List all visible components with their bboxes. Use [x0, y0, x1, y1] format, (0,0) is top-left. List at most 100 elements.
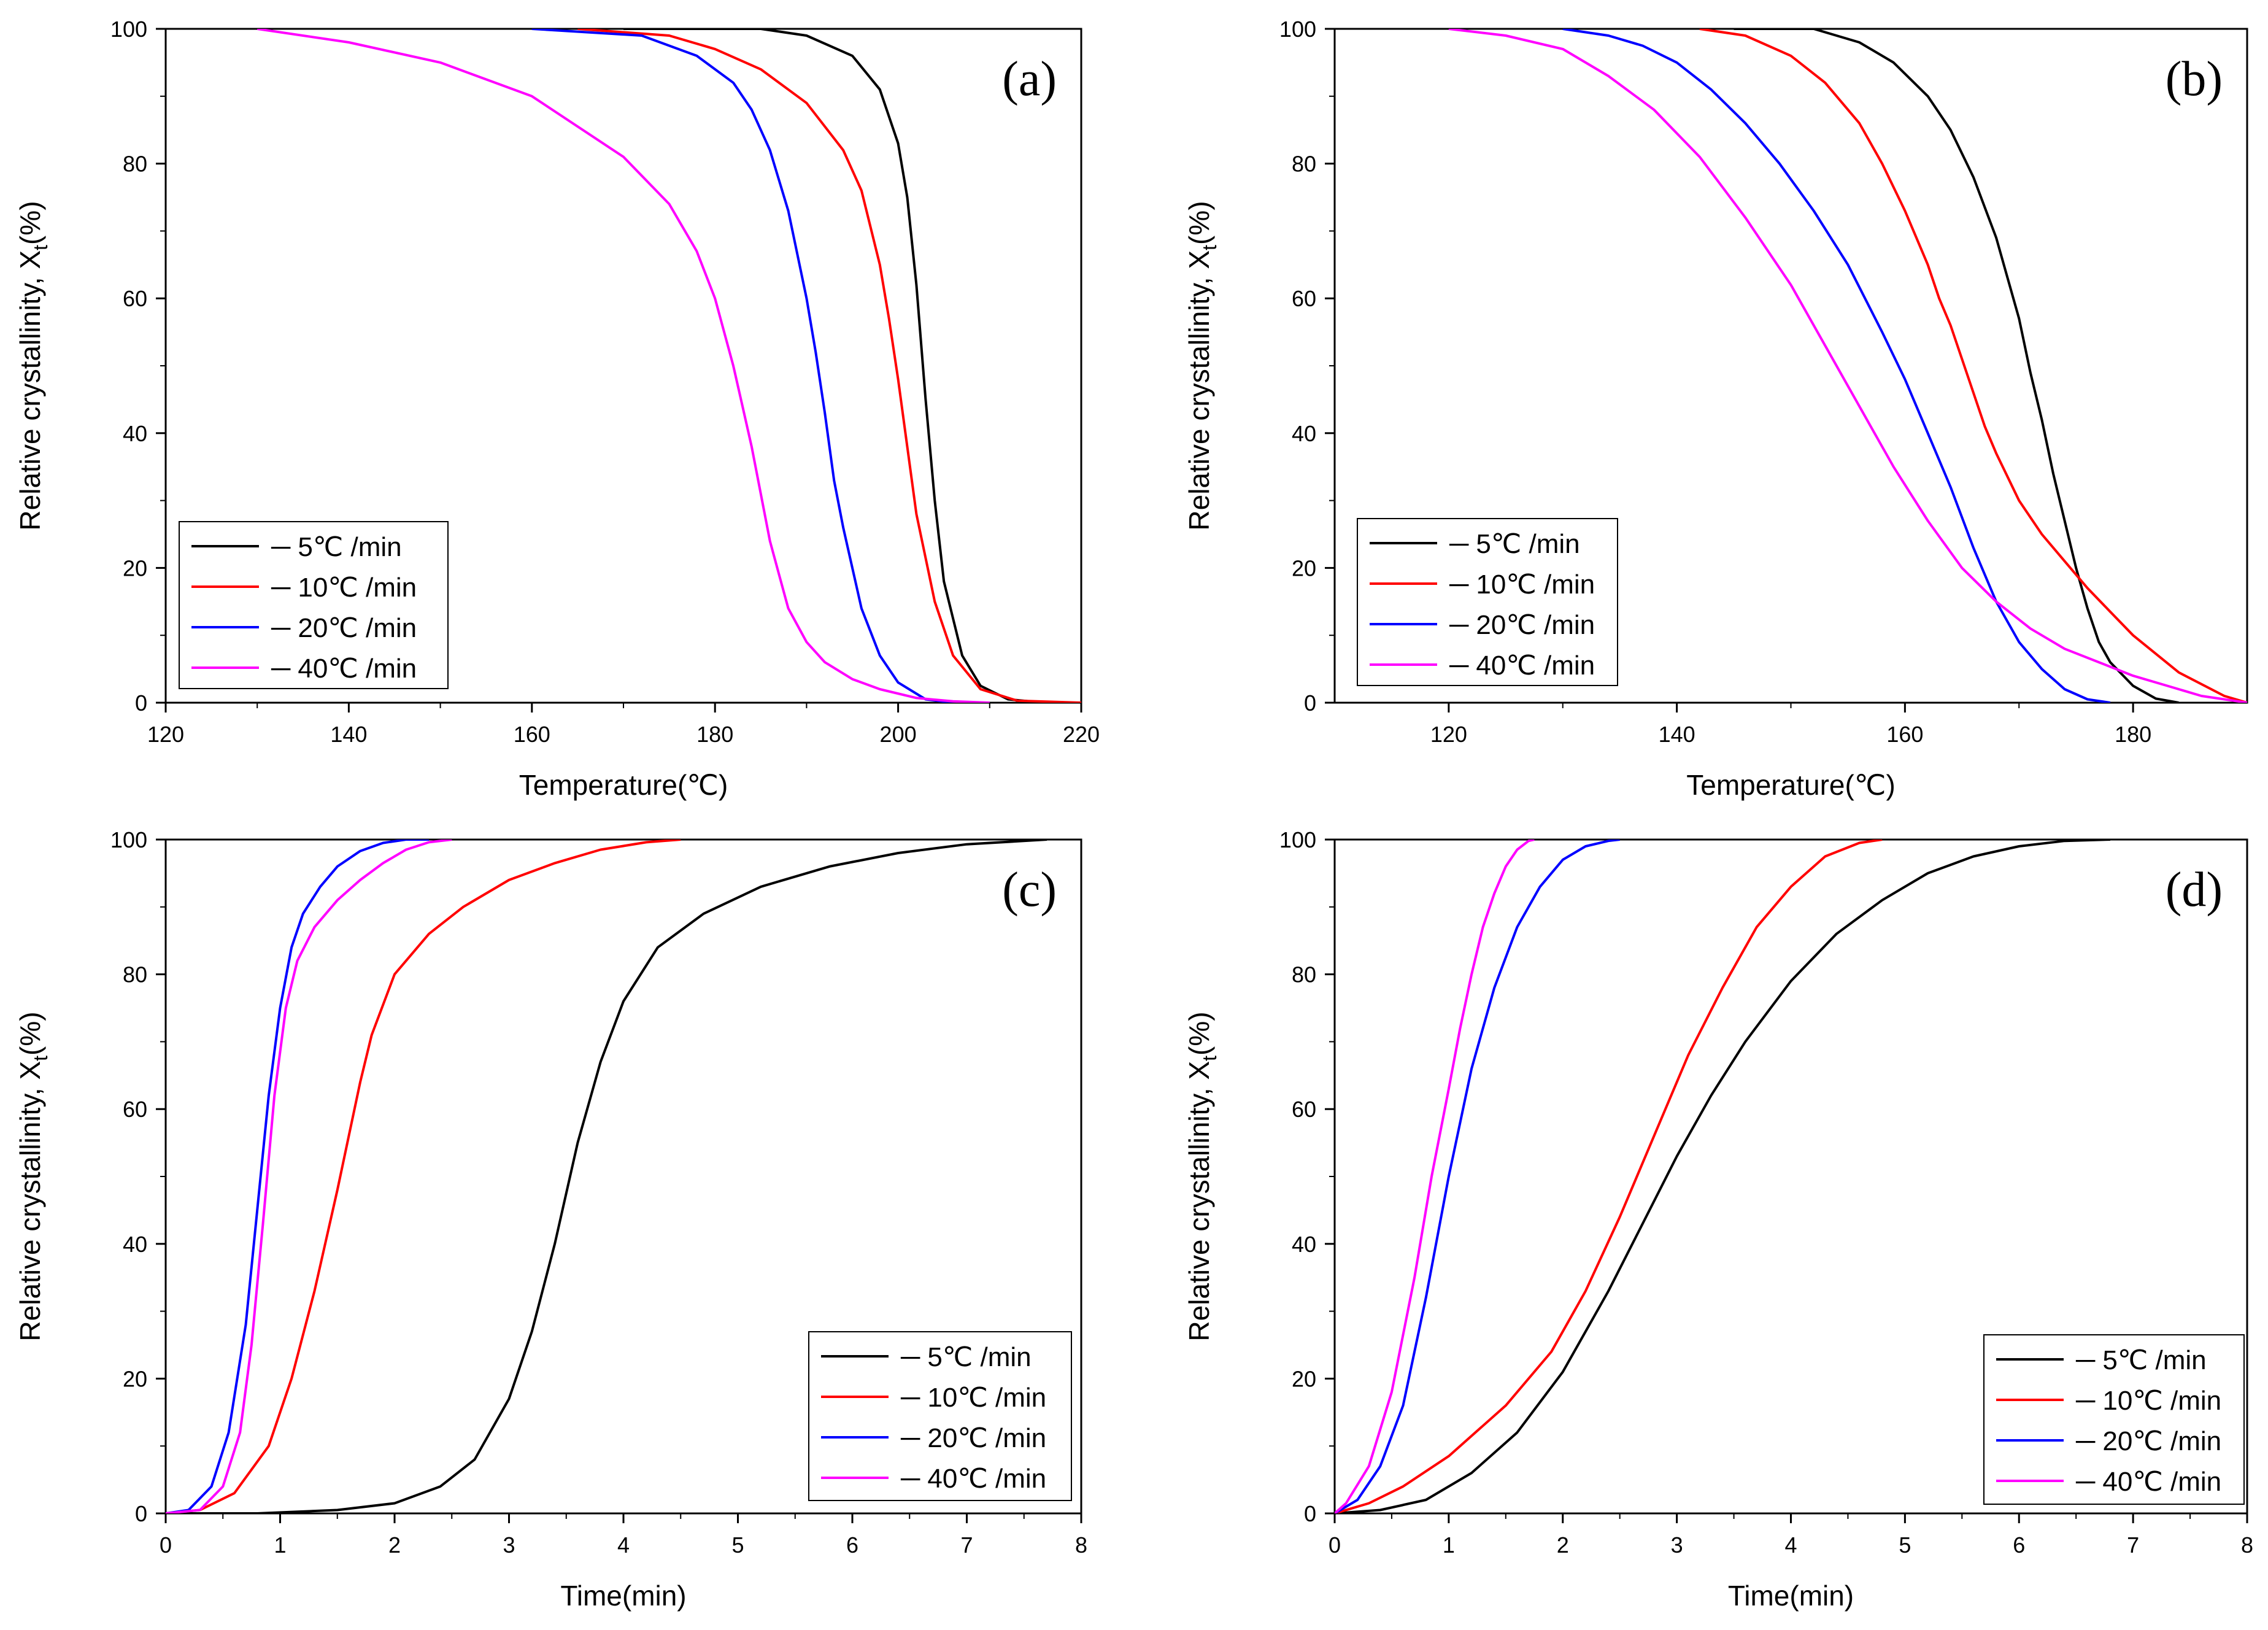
series-line-3 [1562, 29, 2111, 703]
y-axis-title: Relative crystallinity, Xt(%) [14, 1011, 52, 1341]
y-tick-label: 40 [123, 1232, 147, 1257]
y-tick-label: 60 [123, 286, 147, 311]
series-line-4 [1448, 29, 2247, 703]
y-axis-title-suffix: (%) [14, 1011, 46, 1056]
series-line-2 [166, 840, 681, 1513]
panel-label: (a) [1002, 52, 1057, 106]
chart-panel-2: 120 140 160 180 0 20 40 60 80 100 Temperature(℃) Re… [1183, 17, 2248, 801]
x-tick-label: 120 [1430, 722, 1467, 747]
y-axis-title-main: Relative crystallinity, X [14, 1061, 46, 1342]
y-tick-label: 20 [123, 555, 147, 581]
legend-box [1357, 518, 1618, 686]
series-line-1 [1335, 840, 2110, 1513]
x-tick-label: 0 [160, 1532, 172, 1558]
y-axis-title-main: Relative crystallinity, X [1183, 1061, 1215, 1342]
series-line-1 [1734, 29, 2179, 703]
x-tick-label: 6 [2013, 1532, 2025, 1558]
series-line-2 [1335, 840, 1883, 1513]
y-axis-title: Relative crystallinity, Xt(%) [1183, 201, 1221, 530]
panel-label: (c) [1002, 863, 1057, 917]
legend-label-4: ─ 40℃ /min [1449, 651, 1595, 681]
y-axis-title-main: Relative crystallinity, X [14, 250, 46, 531]
series-line-4 [166, 840, 452, 1513]
x-tick-label: 160 [514, 722, 550, 747]
y-tick-label: 60 [1292, 286, 1316, 311]
x-axis-title: Time(min) [1728, 1580, 1854, 1612]
y-tick-label: 80 [123, 962, 147, 987]
x-tick-label: 5 [731, 1532, 744, 1558]
legend: ─ 5℃ /min ─ 10℃ /min ─ 20℃ /min ─ 40℃ /min [808, 1331, 1072, 1501]
legend-box [1983, 1334, 2245, 1505]
y-axis-title-suffix: (%) [14, 201, 46, 245]
y-tick-label: 60 [123, 1097, 147, 1122]
legend-label-3: ─ 20℃ /min [2075, 1426, 2221, 1456]
x-tick-label: 3 [1671, 1532, 1683, 1558]
legend-label-4: ─ 40℃ /min [900, 1464, 1046, 1494]
legend-label-2: ─ 10℃ /min [1449, 570, 1595, 600]
y-tick-label: 100 [110, 17, 147, 42]
x-tick-label: 140 [1659, 722, 1695, 747]
panel-label: (d) [2166, 863, 2223, 917]
y-tick-label: 0 [135, 1501, 147, 1526]
series-line-3 [1335, 840, 1620, 1513]
y-tick-label: 40 [123, 421, 147, 446]
legend-label-2: ─ 10℃ /min [271, 573, 417, 603]
y-tick-label: 100 [1279, 17, 1316, 42]
x-tick-label: 3 [503, 1532, 515, 1558]
x-tick-label: 4 [617, 1532, 630, 1558]
y-axis-title-subscript: t [1198, 1056, 1221, 1061]
series-line-1 [623, 29, 1081, 703]
series-line-4 [256, 29, 990, 703]
x-tick-label: 1 [1443, 1532, 1455, 1558]
y-tick-label: 80 [1292, 152, 1316, 177]
legend-label-3: ─ 20℃ /min [1449, 610, 1595, 640]
y-tick-label: 0 [1304, 690, 1316, 716]
legend-box [179, 521, 449, 689]
x-tick-label: 120 [147, 722, 184, 747]
legend-label-1: ─ 5℃ /min [1449, 529, 1580, 559]
legend: ─ 5℃ /min ─ 10℃ /min ─ 20℃ /min ─ 40℃ /min [1983, 1334, 2245, 1505]
x-tick-label: 8 [2241, 1532, 2253, 1558]
series-group [1448, 29, 2247, 703]
legend-label-1: ─ 5℃ /min [271, 532, 402, 562]
y-tick-label: 100 [1279, 827, 1316, 852]
legend-label-4: ─ 40℃ /min [2075, 1467, 2221, 1497]
y-tick-label: 100 [110, 827, 147, 852]
x-tick-label: 7 [960, 1532, 973, 1558]
y-axis-title-subscript: t [1198, 245, 1221, 250]
series-group [256, 29, 1081, 703]
y-axis-title: Relative crystallinity, Xt(%) [1183, 1011, 1221, 1341]
x-axis-title: Time(min) [560, 1580, 686, 1612]
chart-panel-1: 120 140 160 180 200 220 0 20 40 60 80 100 Temperatur… [14, 17, 1100, 801]
y-tick-label: 0 [1304, 1501, 1316, 1526]
y-tick-label: 0 [135, 690, 147, 716]
legend: ─ 5℃ /min ─ 10℃ /min ─ 20℃ /min ─ 40℃ /min [179, 521, 449, 689]
legend-label-3: ─ 20℃ /min [271, 613, 417, 643]
y-axis-title-suffix: (%) [1183, 201, 1215, 245]
series-line-4 [1335, 840, 1535, 1513]
y-tick-label: 80 [1292, 962, 1316, 987]
x-tick-label: 140 [330, 722, 367, 747]
x-axis-title: Temperature(℃) [519, 769, 728, 801]
x-tick-label: 2 [1557, 1532, 1569, 1558]
x-tick-label: 180 [2115, 722, 2151, 747]
series-group [166, 840, 1047, 1513]
legend-label-1: ─ 5℃ /min [900, 1342, 1032, 1372]
y-axis-title-suffix: (%) [1183, 1011, 1215, 1056]
y-axis-title: Relative crystallinity, Xt(%) [14, 201, 52, 530]
x-tick-label: 7 [2127, 1532, 2139, 1558]
series-group [1335, 840, 2110, 1513]
x-tick-label: 2 [388, 1532, 401, 1558]
x-tick-label: 220 [1063, 722, 1100, 747]
series-line-2 [1699, 29, 2247, 703]
x-tick-label: 200 [880, 722, 917, 747]
x-tick-label: 160 [1886, 722, 1923, 747]
y-axis-title-main: Relative crystallinity, X [1183, 250, 1215, 531]
y-axis-title-subscript: t [29, 1056, 52, 1061]
x-tick-label: 8 [1075, 1532, 1087, 1558]
y-tick-label: 20 [123, 1366, 147, 1391]
y-tick-label: 40 [1292, 1232, 1316, 1257]
y-tick-label: 80 [123, 152, 147, 177]
